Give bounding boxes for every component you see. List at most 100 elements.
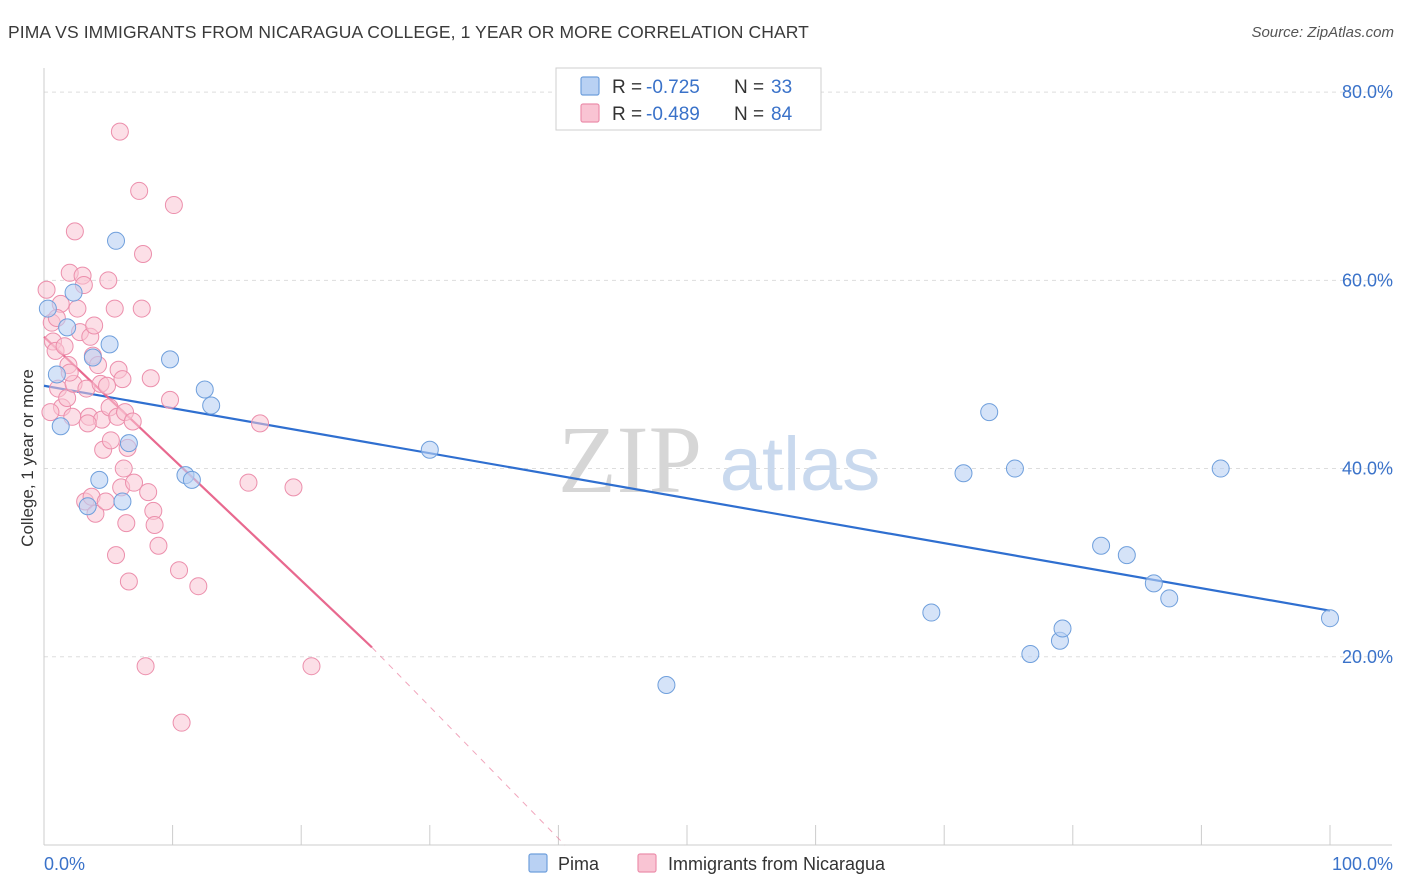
data-point-nicaragua — [141, 369, 160, 388]
trendline-nicaragua-extension — [371, 647, 566, 846]
data-point-nicaragua — [132, 299, 151, 318]
y-tick-label: 60.0% — [1342, 270, 1393, 290]
data-point-pima — [78, 497, 97, 516]
data-point-nicaragua — [113, 370, 132, 389]
data-point-nicaragua — [98, 376, 117, 395]
data-point-pima — [1211, 459, 1230, 478]
data-point-nicaragua — [136, 657, 155, 676]
data-point-nicaragua — [189, 577, 208, 596]
data-point-nicaragua — [96, 492, 115, 511]
data-point-pima — [1117, 546, 1136, 565]
data-point-nicaragua — [107, 546, 126, 565]
data-point-pima — [1053, 619, 1072, 638]
data-point-pima — [38, 299, 57, 318]
data-points — [37, 122, 1339, 732]
data-point-nicaragua — [170, 561, 189, 580]
data-point-nicaragua — [41, 403, 60, 422]
data-point-pima — [420, 440, 439, 459]
data-point-nicaragua — [123, 412, 142, 431]
data-point-nicaragua — [172, 713, 191, 732]
data-point-nicaragua — [65, 222, 84, 241]
data-point-nicaragua — [114, 459, 133, 478]
data-point-pima — [1092, 536, 1111, 555]
legend-nic-n-label: N = — [734, 104, 769, 125]
y-tick-label: 80.0% — [1342, 82, 1393, 102]
bottom-legend: Pima Immigrants from Nicaragua — [528, 853, 886, 874]
data-point-pima — [100, 335, 119, 354]
data-point-pima — [58, 318, 77, 337]
data-point-pima — [954, 464, 973, 483]
data-point-nicaragua — [130, 181, 149, 200]
data-point-pima — [922, 603, 941, 622]
data-point-nicaragua — [119, 572, 138, 591]
data-point-nicaragua — [145, 516, 164, 535]
watermark-atlas: atlas — [720, 422, 881, 507]
legend-pima-r-label: R = — [612, 77, 647, 98]
data-point-nicaragua — [37, 280, 56, 299]
data-point-pima — [107, 231, 126, 250]
data-point-pima — [51, 417, 70, 436]
gridlines — [44, 91, 1392, 658]
data-point-nicaragua — [284, 478, 303, 497]
data-point-nicaragua — [85, 316, 104, 335]
data-point-nicaragua — [117, 514, 136, 533]
y-tick-label: 20.0% — [1342, 647, 1393, 667]
data-point-nicaragua — [164, 196, 183, 215]
data-point-pima — [1005, 459, 1024, 478]
data-point-nicaragua — [302, 657, 321, 676]
data-point-nicaragua — [105, 299, 124, 318]
legend-nic-n-value: 84 — [771, 104, 793, 125]
data-point-pima — [1321, 609, 1339, 628]
data-point-nicaragua — [134, 244, 153, 263]
x-tick-label: 0.0% — [44, 854, 85, 874]
data-point-pima — [182, 470, 201, 489]
legend: R = -0.725 N = 33 R = -0.489 N = 84 — [555, 67, 822, 131]
legend-pima-n-label: N = — [734, 77, 769, 98]
data-point-nicaragua — [78, 414, 97, 433]
data-point-pima — [1160, 589, 1179, 608]
data-point-pima — [83, 348, 102, 367]
data-point-nicaragua — [99, 271, 118, 290]
tick-labels: 20.0% 40.0% 60.0% 80.0% 0.0% 100.0% — [44, 82, 1393, 874]
bottom-legend-label-nicaragua: Immigrants from Nicaragua — [668, 854, 886, 874]
data-point-nicaragua — [161, 390, 180, 409]
bottom-legend-swatch-nicaragua — [637, 853, 657, 873]
data-point-pima — [195, 380, 214, 399]
legend-pima-r-value: -0.725 — [646, 77, 700, 98]
data-point-pima — [113, 492, 132, 511]
data-point-pima — [980, 403, 999, 422]
data-point-pima — [119, 434, 138, 453]
data-point-pima — [161, 350, 180, 369]
legend-pima-n-value: 33 — [771, 77, 792, 98]
bottom-legend-swatch-pima — [528, 853, 548, 873]
legend-swatch-nicaragua — [580, 103, 600, 123]
chart-source: Source: ZipAtlas.com — [1251, 24, 1394, 41]
y-axis-label: College, 1 year or more — [18, 369, 37, 547]
legend-nic-r-value: -0.489 — [646, 104, 700, 125]
legend-nic-r-label: R = — [612, 104, 647, 125]
x-tick-label: 100.0% — [1332, 854, 1393, 874]
data-point-pima — [90, 470, 109, 489]
data-point-nicaragua — [251, 414, 270, 433]
y-tick-label: 40.0% — [1342, 459, 1393, 479]
data-point-nicaragua — [149, 536, 168, 555]
legend-swatch-pima — [580, 76, 600, 96]
data-point-pima — [202, 396, 221, 415]
data-point-nicaragua — [55, 337, 74, 356]
bottom-legend-label-pima: Pima — [558, 854, 600, 874]
data-point-nicaragua — [101, 431, 120, 450]
watermark-zip: ZIP — [558, 406, 702, 513]
data-point-pima — [657, 676, 676, 695]
data-point-nicaragua — [139, 483, 158, 502]
data-point-nicaragua — [110, 122, 129, 141]
data-point-pima — [1021, 644, 1040, 663]
data-point-pima — [47, 365, 66, 384]
data-point-nicaragua — [239, 473, 258, 492]
data-point-pima — [1144, 574, 1163, 593]
data-point-pima — [64, 283, 83, 302]
data-point-nicaragua — [68, 299, 87, 318]
chart-title: PIMA VS IMMIGRANTS FROM NICARAGUA COLLEG… — [8, 22, 809, 42]
axes — [43, 68, 1392, 846]
data-point-nicaragua — [125, 473, 144, 492]
